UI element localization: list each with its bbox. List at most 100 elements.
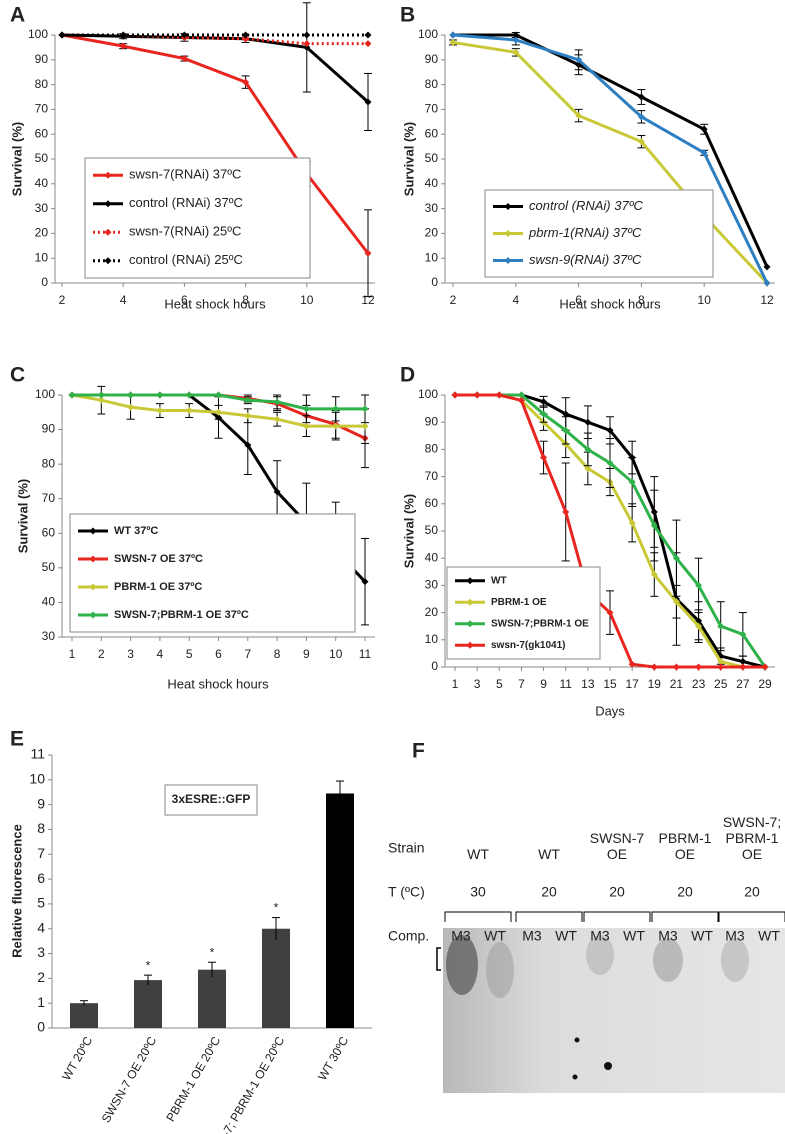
point (364, 98, 372, 106)
y-tick-label: 20 (425, 226, 439, 240)
legend-label: swsn-7(RNAi) 25ºC (129, 224, 241, 239)
point (739, 663, 747, 671)
bar (326, 793, 354, 1028)
legend-marker (466, 620, 474, 628)
x-tick-label: 8 (638, 293, 645, 307)
blot-band (586, 935, 614, 975)
legend-label: control (RNAi) 37ºC (529, 198, 643, 213)
y-tick-label: 30 (42, 629, 56, 643)
legend-label: SWSN-7;PBRM-1 OE (491, 618, 589, 629)
point (242, 35, 250, 43)
x-tick-label: WT 20ºC (59, 1034, 95, 1083)
series-line (452, 33, 769, 284)
lane-label: M3 (451, 928, 471, 944)
point (451, 391, 459, 399)
error-bar (80, 1000, 88, 1006)
point (584, 464, 592, 472)
lane-label: WT (758, 928, 780, 944)
x-tick-label: 21 (670, 677, 684, 691)
x-tick-label: 3 (127, 647, 134, 661)
y-tick-label: 5 (37, 895, 45, 911)
significance: * (274, 901, 279, 915)
point (739, 630, 747, 638)
legend-label: WT 37ºC (114, 525, 158, 537)
y-tick-label: 3 (37, 944, 45, 960)
y-tick-label: 50 (35, 151, 49, 165)
y-tick-label: 60 (425, 126, 439, 140)
legend-box (84, 157, 311, 279)
point (361, 422, 369, 430)
y-tick-label: 90 (35, 52, 49, 66)
lane-bracket (515, 911, 583, 922)
error-bar (208, 961, 216, 978)
blot-band (721, 938, 749, 982)
y-tick-label: 70 (425, 469, 439, 483)
strain-label: WT (467, 846, 489, 862)
y-tick-label: 50 (425, 523, 439, 537)
bar (262, 928, 290, 1028)
x-tick-label: 5 (496, 677, 503, 691)
point (672, 598, 680, 606)
y-tick-label: 40 (425, 550, 439, 564)
y-tick-label: 100 (418, 387, 438, 401)
lane-label: M3 (590, 928, 610, 944)
temperature: 20 (744, 884, 760, 900)
y-tick-label: 80 (425, 442, 439, 456)
series-line (61, 33, 370, 255)
temperature: 30 (470, 884, 486, 900)
point (97, 396, 105, 404)
legend-label: PBRM-1 OE 37ºC (114, 581, 202, 593)
x-axis-label: Heat shock hours (559, 296, 661, 311)
point (695, 622, 703, 630)
x-tick-label: 2 (98, 647, 105, 661)
point (562, 508, 570, 516)
point (540, 454, 548, 462)
x-tick-label: 19 (648, 677, 662, 691)
x-tick-label: 27 (736, 677, 750, 691)
point (672, 663, 680, 671)
y-axis-label: Survival (%) (9, 122, 24, 196)
point (303, 43, 311, 51)
point (473, 391, 481, 399)
x-tick-label: 7 (244, 647, 251, 661)
point (156, 391, 164, 399)
y-tick-label: 10 (29, 771, 45, 787)
x-tick-label: 5 (186, 647, 193, 661)
point (739, 658, 747, 666)
y-tick-label: 4 (37, 919, 45, 935)
point (700, 149, 708, 157)
point (119, 42, 127, 50)
y-tick-label: 2 (37, 969, 45, 985)
point (695, 581, 703, 589)
lane-label: M3 (522, 928, 542, 944)
temperature: 20 (609, 884, 625, 900)
point (244, 441, 252, 449)
point (364, 249, 372, 257)
x-tick-label: SWSN-7 OE 20ºC (99, 1034, 160, 1125)
point (606, 459, 614, 467)
temperature: 20 (677, 884, 693, 900)
point (244, 412, 252, 420)
point (97, 391, 105, 399)
y-axis-label: Survival (%) (401, 122, 416, 196)
y-tick-label: 30 (35, 201, 49, 215)
significance: * (210, 945, 215, 959)
point (242, 78, 250, 86)
point (449, 38, 457, 46)
series-line (452, 40, 769, 285)
legend-marker (89, 611, 97, 619)
point (449, 31, 457, 39)
legend-label: swsn-9(RNAi) 37ºC (529, 252, 642, 267)
bar (70, 1003, 98, 1028)
y-tick-label: 11 (30, 746, 45, 762)
panel-label: D (400, 364, 415, 387)
point (628, 478, 636, 486)
point (303, 31, 311, 39)
x-tick-label: 17 (625, 677, 639, 691)
y-tick-label: 50 (425, 151, 439, 165)
point (637, 113, 645, 121)
legend-box (446, 566, 601, 660)
point (637, 138, 645, 146)
point (761, 663, 769, 671)
